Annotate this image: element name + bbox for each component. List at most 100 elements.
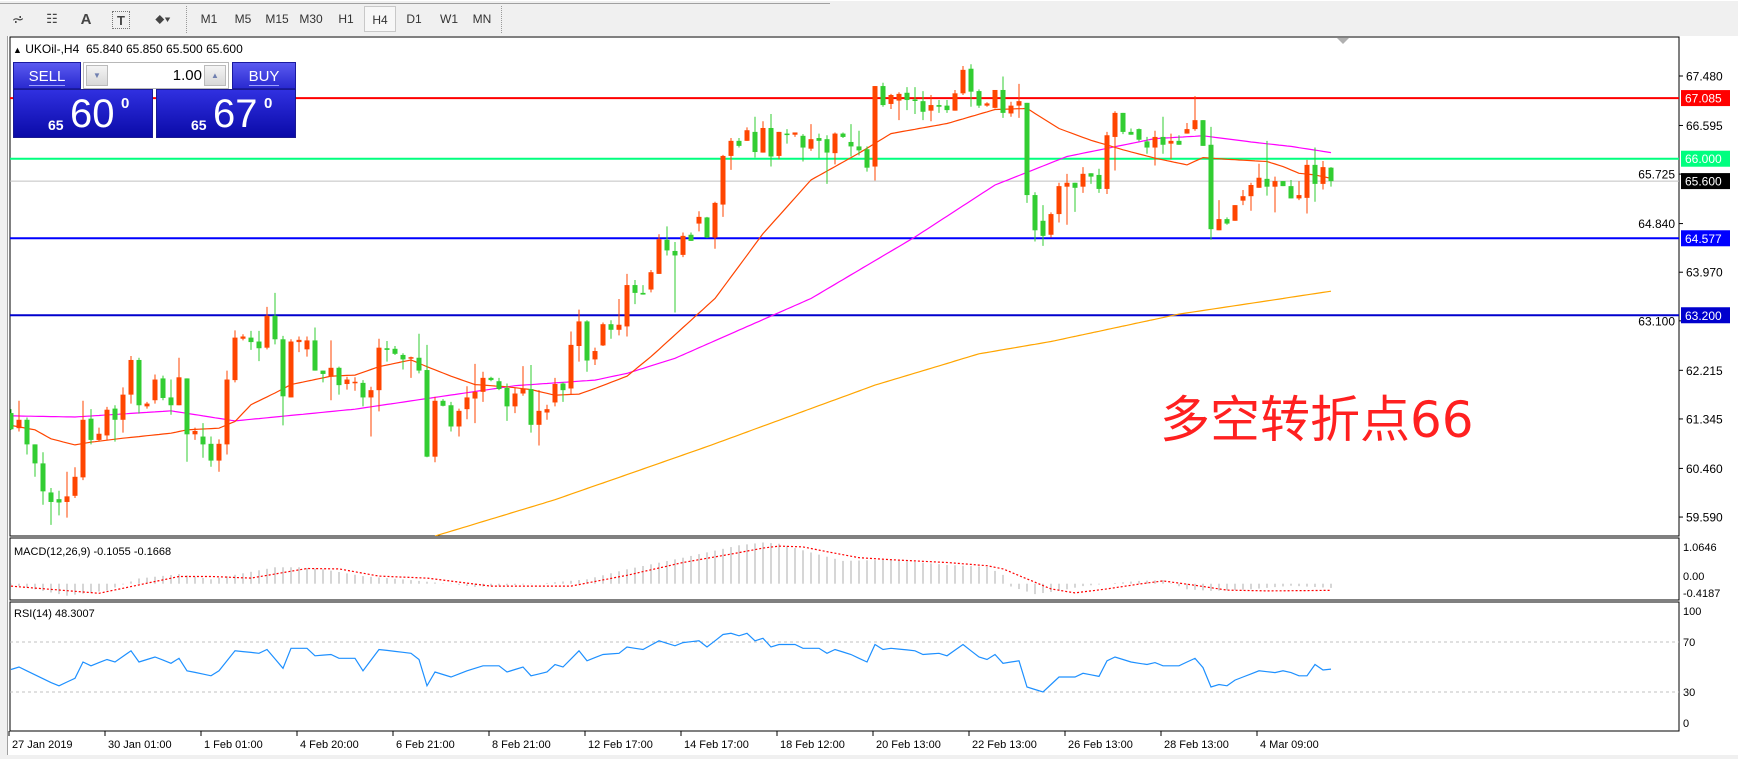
candle-body — [344, 379, 350, 385]
candle-body — [912, 99, 918, 101]
candle — [144, 401, 150, 409]
candle — [688, 232, 694, 241]
buy-price-fraction: 0 — [264, 95, 273, 112]
candle — [440, 399, 446, 407]
candle — [672, 242, 678, 313]
candle-body — [648, 272, 654, 290]
fibonacci-icon[interactable]: ☷ — [46, 11, 58, 26]
candle — [368, 386, 374, 437]
toolbar-divider — [0, 3, 830, 4]
candle — [520, 366, 526, 396]
sell-price-box[interactable]: 65 60 0 — [13, 89, 153, 138]
candle-body — [640, 292, 646, 295]
candle-body — [560, 383, 566, 391]
candle — [920, 91, 926, 121]
buy-button[interactable]: BUY — [232, 62, 296, 89]
chart-shift-marker-icon[interactable] — [1337, 38, 1349, 44]
toolbar: ⩫ ☷ A T ⬥▾ M1 M5 M15 M30 H1 H4 D1 W1 MN — [0, 0, 1738, 36]
candle — [160, 375, 166, 401]
elliott-wave-icon[interactable]: ⩫ — [11, 11, 25, 28]
candle-body — [568, 344, 574, 389]
rsi-axis-label: 30 — [1683, 687, 1695, 699]
candle-body — [456, 410, 462, 427]
candle — [176, 357, 182, 406]
timeframe-mn[interactable]: MN — [472, 12, 492, 26]
candle — [472, 363, 478, 424]
candle — [1096, 168, 1102, 193]
timeframe-h1[interactable]: H1 — [338, 12, 354, 26]
candle-body — [472, 391, 478, 399]
candle — [768, 114, 774, 167]
collapse-triangle-icon[interactable]: ▲ — [13, 45, 22, 55]
candle — [888, 93, 894, 109]
timeframe-m1[interactable]: M1 — [200, 12, 218, 26]
candle-body — [952, 93, 958, 111]
candle — [1032, 192, 1038, 242]
candle — [928, 95, 934, 122]
candle — [1224, 217, 1230, 225]
timeframe-m30[interactable]: M30 — [299, 12, 323, 26]
rsi-line — [10, 632, 1332, 693]
candle-body — [32, 444, 38, 464]
candle-body — [656, 239, 662, 274]
candle — [536, 390, 542, 446]
candle-body — [10, 413, 14, 430]
candle — [1208, 126, 1214, 240]
candle-body — [1000, 89, 1006, 113]
macd-label: MACD(12,26,9) -0.1055 -0.1668 — [14, 546, 171, 558]
toolbar-separator — [186, 6, 189, 33]
candle-body — [104, 409, 110, 436]
candle — [120, 387, 126, 433]
candle — [784, 129, 790, 144]
time-axis-label: 27 Jan 2019 — [12, 739, 73, 751]
price-tick-label: 64.840 — [1638, 217, 1675, 231]
candle-body — [488, 377, 494, 381]
one-click-trading-panel: SELL ▼ ▲ BUY 65 60 0 65 67 0 — [13, 62, 296, 138]
candle — [248, 330, 254, 350]
candle — [112, 405, 118, 442]
time-axis-label: 20 Feb 13:00 — [876, 739, 941, 751]
candle-body — [1168, 140, 1174, 144]
lot-decrease-button[interactable]: ▼ — [86, 65, 108, 86]
timeframe-d1[interactable]: D1 — [406, 12, 422, 26]
candle-body — [840, 133, 846, 137]
lot-size-input[interactable] — [110, 63, 202, 88]
candle — [936, 100, 942, 113]
candle — [208, 436, 214, 467]
candle-body — [1312, 164, 1318, 184]
price-line-label: 63.200 — [1685, 309, 1722, 323]
candle-body — [800, 135, 806, 148]
candle — [1144, 136, 1150, 154]
text-icon[interactable]: A — [80, 10, 92, 28]
candle — [560, 382, 566, 402]
candle — [904, 87, 910, 111]
timeframe-m5[interactable]: M5 — [234, 12, 252, 26]
buy-price-box[interactable]: 65 67 0 — [156, 89, 296, 138]
rsi-axis-label: 70 — [1683, 637, 1695, 649]
candle — [680, 232, 686, 258]
candle-body — [728, 140, 734, 156]
candle — [416, 333, 422, 374]
candle-body — [1088, 173, 1094, 177]
timeframe-h4[interactable]: H4 — [364, 6, 396, 32]
candle — [1072, 182, 1078, 212]
candle-body — [40, 463, 46, 492]
candle-body — [328, 367, 334, 377]
buy-price-prefix: 65 — [191, 117, 207, 133]
candle-body — [736, 140, 742, 146]
candle — [992, 89, 998, 109]
text-label-icon[interactable]: T — [112, 11, 130, 29]
candle-body — [408, 357, 414, 359]
ohlc-values: 65.840 65.850 65.500 65.600 — [85, 42, 243, 56]
candle — [480, 371, 486, 402]
lot-increase-button[interactable]: ▲ — [204, 65, 226, 86]
rsi-axis-label: 0 — [1683, 718, 1689, 730]
timeframe-w1[interactable]: W1 — [440, 12, 458, 26]
price-tick-label: 67.480 — [1686, 70, 1723, 84]
candle — [192, 427, 198, 440]
candle — [32, 444, 38, 477]
arrows-icon[interactable]: ⬥▾ — [155, 11, 171, 26]
sell-button[interactable]: SELL — [13, 62, 81, 89]
candle-body — [1184, 129, 1190, 134]
timeframe-m15[interactable]: M15 — [265, 12, 289, 26]
